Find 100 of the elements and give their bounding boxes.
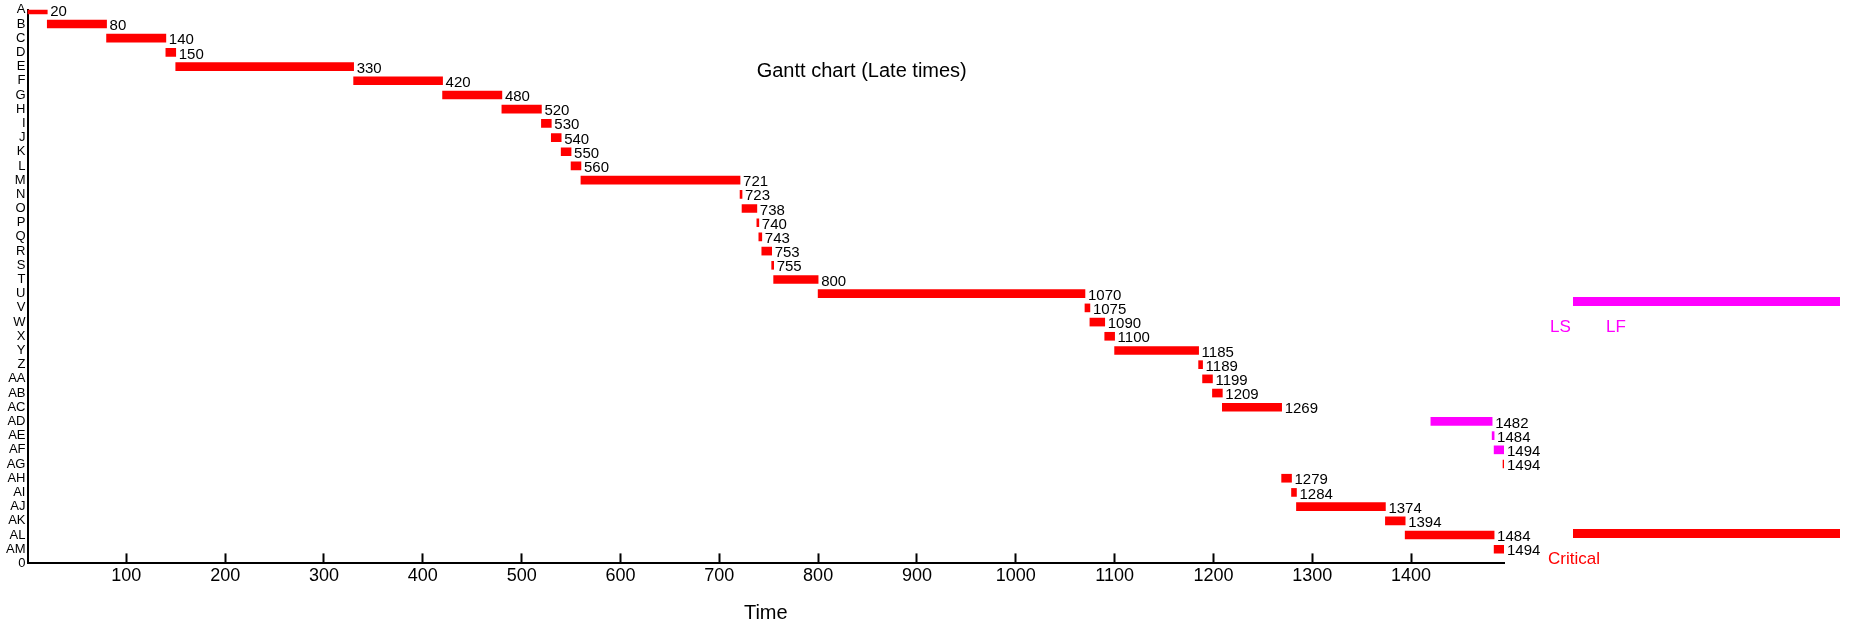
- y-tick-label: J: [19, 129, 26, 145]
- data-label: 420: [445, 72, 471, 90]
- y-tick-label: H: [16, 100, 26, 116]
- x-tick-label: 400: [407, 565, 438, 586]
- bar: [1281, 473, 1292, 483]
- x-tick-label: 800: [803, 565, 834, 586]
- bar: [106, 33, 167, 43]
- y-tick-label: O: [15, 200, 26, 216]
- y-tick-label: D: [16, 43, 26, 59]
- x-tick-label: 600: [605, 565, 636, 586]
- bar: [1493, 544, 1504, 554]
- bar: [1089, 317, 1106, 327]
- y-tick-label: AK: [8, 512, 26, 528]
- data-label: 1070: [1087, 285, 1122, 303]
- data-label: 1494: [1507, 456, 1541, 474]
- x-tick-label: 500: [506, 565, 537, 586]
- bar: [541, 119, 552, 128]
- x-tick-label: 200: [210, 565, 241, 586]
- x-tick-label: 1000: [995, 565, 1036, 586]
- y-tick-label: V: [16, 299, 26, 315]
- y-tick-label: S: [16, 256, 26, 272]
- bar: [560, 147, 572, 157]
- bar: [165, 48, 177, 57]
- y-tick-label: R: [16, 242, 26, 258]
- y-tick-label: K: [16, 143, 26, 159]
- y-tick-label: AM: [6, 540, 26, 556]
- y-tick-label: AC: [7, 398, 26, 414]
- bar: [580, 175, 741, 185]
- y-tick-label: AL: [9, 526, 26, 542]
- bar: [1291, 488, 1297, 497]
- x-tick-label: 1400: [1391, 565, 1432, 586]
- bar: [1430, 417, 1493, 426]
- x-tick-label: 700: [704, 565, 735, 586]
- x-tick-label: 1200: [1193, 565, 1234, 586]
- data-label: 480: [504, 87, 530, 105]
- bar: [773, 275, 819, 284]
- data-label: 560: [583, 158, 609, 176]
- bar: [1404, 530, 1495, 540]
- bar: [1493, 445, 1504, 455]
- bar: [761, 246, 773, 256]
- y-tick-label: A: [16, 1, 26, 17]
- y-tick-label: AB: [8, 384, 26, 400]
- y-tick-label: AH: [7, 469, 26, 485]
- y-tick-label: G: [15, 86, 26, 102]
- bar: [1222, 402, 1282, 412]
- bar: [442, 90, 503, 100]
- y-tick-label: Q: [15, 228, 26, 244]
- x-tick-label: 300: [308, 565, 340, 586]
- y-tick-label: I: [21, 114, 26, 130]
- bar: [1202, 374, 1213, 384]
- x-tick-label: 100: [111, 565, 142, 586]
- bar: [175, 62, 354, 71]
- y-tick-label: X: [16, 327, 26, 343]
- y-tick-label: B: [16, 15, 26, 31]
- text: Critical: [1548, 549, 1600, 569]
- bar: [353, 76, 443, 86]
- y-tick-label: AJ: [10, 498, 26, 514]
- data-label: 1269: [1284, 399, 1319, 417]
- y-tick-label: AG: [6, 455, 26, 471]
- y-tick-label: Z: [17, 356, 26, 372]
- y-tick-label: W: [13, 313, 27, 329]
- y-tick-label: L: [18, 157, 26, 173]
- bar: [771, 260, 774, 270]
- bar: [550, 133, 562, 142]
- bar: [1212, 388, 1223, 398]
- bar: [817, 289, 1086, 299]
- data-label: 800: [821, 271, 847, 289]
- bar: [1104, 331, 1115, 341]
- y-tick-label: F: [17, 72, 26, 88]
- y-tick-label: C: [16, 29, 26, 45]
- y-tick-label: AF: [8, 441, 26, 457]
- x-axis-title: Time: [743, 600, 788, 623]
- data-label: 80: [109, 16, 127, 34]
- text: LS: [1550, 317, 1571, 337]
- bar: [1296, 502, 1386, 511]
- y-tick-label: P: [16, 214, 26, 230]
- x-tick-label: 1300: [1292, 565, 1333, 586]
- bar: [1385, 516, 1406, 526]
- data-label: 20: [50, 1, 67, 19]
- x-tick-label: 900: [901, 565, 932, 586]
- y-tick-label: AE: [8, 427, 26, 443]
- bar: [46, 19, 107, 29]
- y-tick-label: Y: [16, 342, 26, 358]
- y-tick-label: AA: [8, 370, 26, 386]
- y-tick-label: U: [16, 285, 26, 301]
- bar: [1198, 360, 1203, 369]
- y-tick-label: AI: [13, 484, 26, 499]
- y-tick-label: N: [16, 185, 26, 201]
- text: Gantt chart (Late times): [756, 58, 967, 81]
- y-tick-label: T: [17, 271, 26, 287]
- bar: [741, 204, 758, 213]
- x-tick-label: 1100: [1095, 565, 1134, 586]
- y-tick-label: AD: [7, 413, 26, 429]
- y-tick-label: E: [16, 58, 26, 74]
- bar: [1114, 346, 1199, 355]
- data-label: 330: [356, 58, 382, 76]
- y-tick-label: M: [14, 171, 26, 187]
- bar: [501, 104, 542, 114]
- y-tick-label: 0: [18, 554, 26, 570]
- text: LF: [1606, 317, 1626, 337]
